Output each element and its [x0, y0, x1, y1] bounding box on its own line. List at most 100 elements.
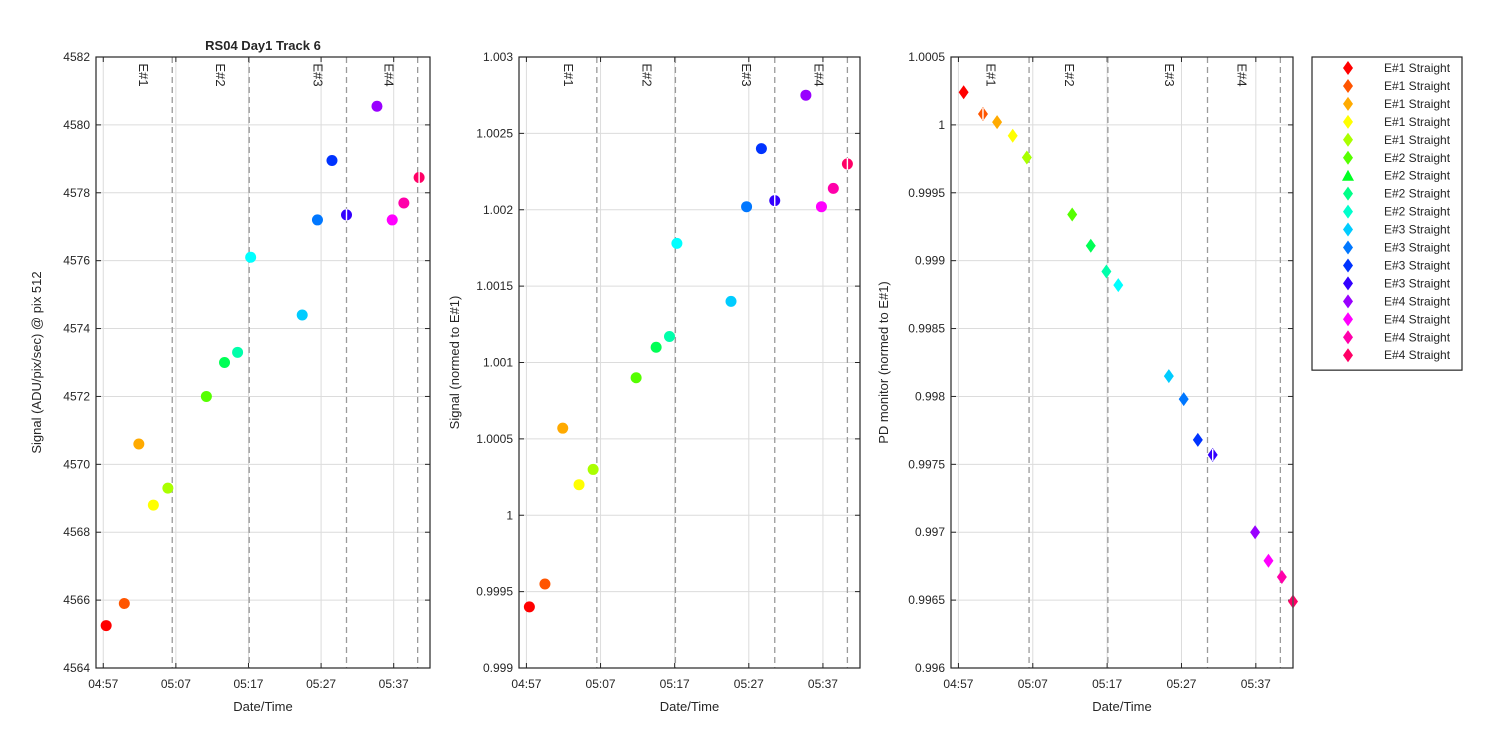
data-point: [992, 115, 1003, 130]
event-label: E#3: [1162, 63, 1177, 86]
data-point: [573, 479, 585, 491]
x-tick-label: 05:07: [586, 677, 616, 691]
data-point: [133, 438, 145, 450]
event-label: E#3: [311, 63, 326, 86]
data-point: [1007, 128, 1018, 143]
legend-label: E#2 Straight: [1384, 151, 1451, 165]
data-point: [800, 89, 812, 101]
y-tick-label: 4582: [63, 50, 90, 64]
data-point: [1085, 238, 1096, 253]
legend-item: E#4 Straight: [1343, 348, 1451, 363]
x-axis-label: Date/Time: [1092, 699, 1151, 714]
x-tick-label: 05:27: [306, 677, 336, 691]
data-point: [1250, 525, 1261, 540]
plot-area: [96, 57, 430, 668]
y-axis-label: Signal (normed to E#1): [447, 296, 462, 430]
x-tick-label: 05:17: [660, 677, 690, 691]
axes-frame: [950, 56, 1294, 669]
legend-item: E#1 Straight: [1343, 96, 1451, 111]
event-label: E#4: [382, 63, 397, 86]
data-point: [587, 463, 599, 475]
data-point: [296, 309, 308, 321]
legend-label: E#1 Straight: [1384, 115, 1451, 129]
x-tick-label: 05:07: [1018, 677, 1048, 691]
legend-label: E#2 Straight: [1384, 187, 1451, 201]
x-axis-label: Date/Time: [233, 699, 292, 714]
chart-panel-3: 0.996 0.9965 0.997 0.9975 0.998 0.9985 0.999 0.…: [876, 50, 1298, 714]
y-tick-label: 4568: [63, 525, 90, 539]
data-point: [741, 201, 753, 213]
x-tick-label: 04:57: [511, 677, 541, 691]
y-tick-label: 0.997: [915, 525, 945, 539]
legend-item: E#3 Straight: [1343, 240, 1451, 255]
legend-marker: [1343, 204, 1353, 219]
y-tick-label: 0.9965: [908, 593, 945, 607]
y-tick-label: 1: [938, 118, 945, 132]
plot-area: [951, 57, 1293, 668]
y-tick-label: 1: [506, 508, 513, 522]
data-point: [200, 390, 212, 402]
data-point: [100, 620, 112, 632]
legend-label: E#4 Straight: [1384, 294, 1451, 308]
legend-item: E#1 Straight: [1343, 132, 1451, 147]
x-tick-label: 05:17: [1092, 677, 1122, 691]
legend-item: E#1 Straight: [1343, 114, 1451, 129]
data-point: [232, 346, 244, 358]
data-point: [557, 422, 569, 434]
data-point: [1276, 570, 1287, 585]
y-tick-label: 4576: [63, 254, 90, 268]
data-point: [162, 482, 174, 494]
data-point: [1178, 392, 1189, 407]
legend-marker: [1343, 276, 1353, 291]
data-point: [371, 100, 383, 112]
y-tick-label: 0.999: [483, 661, 513, 675]
legend-marker: [1343, 96, 1353, 111]
x-tick-label: 05:27: [1166, 677, 1196, 691]
data-point: [1113, 278, 1124, 293]
legend-marker: [1343, 312, 1353, 327]
event-label: E#4: [811, 63, 826, 86]
x-tick-label: 05:37: [1241, 677, 1271, 691]
legend-label: E#1 Straight: [1384, 79, 1451, 93]
y-tick-label: 4572: [63, 389, 90, 403]
legend-marker: [1343, 61, 1353, 75]
y-tick-label: 1.003: [483, 50, 513, 64]
legend-item: E#2 Straight: [1342, 169, 1451, 183]
y-tick-label: 4566: [63, 593, 90, 607]
legend-label: E#1 Straight: [1384, 133, 1451, 147]
y-tick-label: 4574: [63, 322, 90, 336]
y-tick-label: 0.996: [915, 661, 945, 675]
data-point: [539, 578, 551, 590]
legend-label: E#3 Straight: [1384, 223, 1451, 237]
legend-label: E#3 Straight: [1384, 241, 1451, 255]
data-point: [663, 331, 675, 343]
legend-marker: [1343, 240, 1353, 255]
legend-item: E#4 Straight: [1343, 312, 1451, 327]
data-point: [815, 201, 827, 213]
event-label: E#2: [1062, 63, 1077, 86]
legend-marker: [1343, 294, 1353, 309]
legend: E#1 Straight E#1 Straight E#1 Straight E#1 …: [1311, 56, 1463, 371]
x-tick-label: 05:07: [161, 677, 191, 691]
legend-marker: [1343, 348, 1353, 363]
y-tick-label: 1.0015: [476, 279, 513, 293]
legend-label: E#4 Straight: [1384, 330, 1451, 344]
x-tick-label: 04:57: [88, 677, 118, 691]
legend-box: [1311, 56, 1463, 371]
chart-panel-2: 0.999 0.9995 1 1.0005 1.001 1.0015 1.002 1.0025…: [447, 50, 861, 714]
data-point: [219, 357, 231, 368]
legend-item: E#4 Straight: [1343, 330, 1451, 345]
legend-marker: [1343, 186, 1353, 201]
data-point: [958, 85, 969, 100]
data-point: [523, 601, 535, 613]
legend-item: E#3 Straight: [1343, 276, 1451, 291]
data-point: [827, 182, 839, 194]
y-tick-label: 1.0025: [476, 126, 513, 140]
data-point: [386, 214, 398, 226]
legend-marker: [1343, 78, 1353, 93]
legend-item: E#2 Straight: [1343, 204, 1451, 219]
event-label: E#2: [639, 63, 654, 86]
y-tick-label: 4564: [63, 661, 90, 675]
